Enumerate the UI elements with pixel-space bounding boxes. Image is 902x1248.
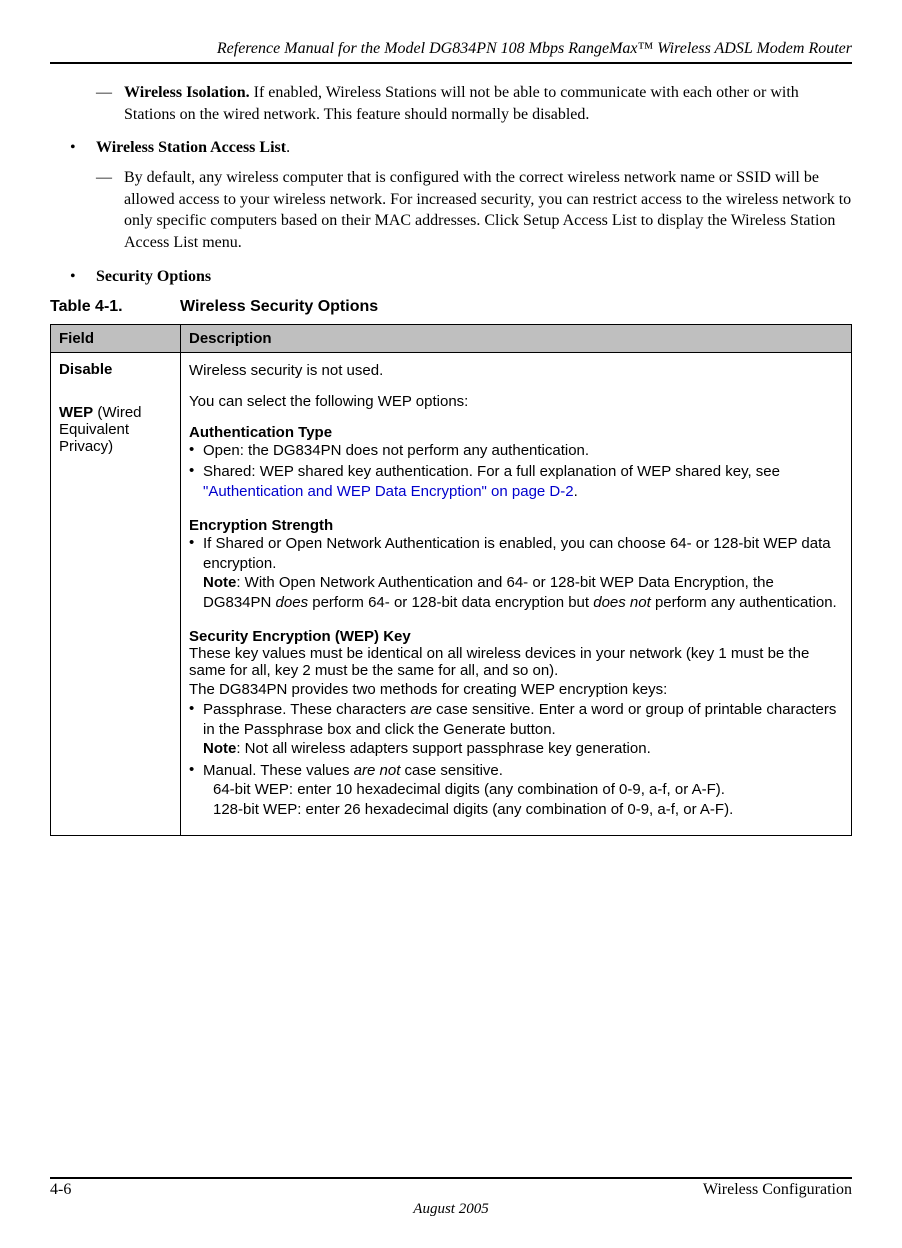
footer-line: 4-6 Wireless Configuration <box>50 1181 852 1199</box>
dot-marker: • <box>189 441 203 461</box>
table-number: Table 4-1. <box>50 298 180 316</box>
field-cell: Disable WEP (Wired Equivalent Privacy) <box>51 352 181 836</box>
table-row: Disable WEP (Wired Equivalent Privacy) W… <box>51 352 852 836</box>
enc-bullet: • If Shared or Open Network Authenticati… <box>189 534 843 612</box>
table-header-description: Description <box>181 324 852 352</box>
bullet-marker: • <box>70 139 96 157</box>
footer-rule <box>50 1177 852 1179</box>
key-man-arenot: are not <box>354 762 401 779</box>
table-title: Wireless Security Options <box>180 298 378 315</box>
desc-disable: Wireless security is not used. <box>189 361 843 381</box>
list-item-access-list: • Wireless Station Access List. <box>70 139 852 157</box>
table-caption: Table 4-1.Wireless Security Options <box>50 298 852 316</box>
dot-marker: • <box>189 534 203 612</box>
dot-marker: • <box>189 700 203 759</box>
footer-page-number: 4-6 <box>50 1181 71 1199</box>
key-pass-note-label: Note <box>203 740 236 757</box>
list-item-access-list-desc: — By default, any wireless computer that… <box>96 167 852 253</box>
wireless-isolation-text: Wireless Isolation. If enabled, Wireless… <box>124 82 852 125</box>
field-wep: WEP (Wired Equivalent Privacy) <box>59 404 172 455</box>
footer-section: Wireless Configuration <box>703 1181 852 1199</box>
key-man-bullet: • Manual. These values are not case sens… <box>189 761 843 820</box>
page-footer: 4-6 Wireless Configuration August 2005 <box>50 1177 852 1218</box>
enc-note-label: Note <box>203 574 236 591</box>
access-list-heading: Wireless Station Access List. <box>96 139 290 157</box>
enc-note-does: does <box>276 594 309 611</box>
access-list-period: . <box>286 139 290 156</box>
table-header-field: Field <box>51 324 181 352</box>
list-item-wireless-isolation: — Wireless Isolation. If enabled, Wirele… <box>96 82 852 125</box>
enc-text: If Shared or Open Network Authentication… <box>203 534 843 612</box>
auth-open-text: Open: the DG834PN does not perform any a… <box>203 441 843 461</box>
key-intro1: These key values must be identical on al… <box>189 645 843 679</box>
list-item-security-options: • Security Options <box>70 268 852 286</box>
key-man-64: 64-bit WEP: enter 10 hexadecimal digits … <box>213 780 843 800</box>
enc-note-doesnot: does not <box>593 594 651 611</box>
enc-main: If Shared or Open Network Authentication… <box>203 535 831 572</box>
bullet-marker: • <box>70 268 96 286</box>
footer-date: August 2005 <box>50 1201 852 1218</box>
auth-shared-link[interactable]: "Authentication and WEP Data Encryption"… <box>203 483 574 500</box>
enc-heading: Encryption Strength <box>189 517 843 534</box>
access-list-desc: By default, any wireless computer that i… <box>124 167 852 253</box>
dash-marker: — <box>96 167 124 253</box>
dot-marker: • <box>189 462 203 501</box>
access-list-label: Wireless Station Access List <box>96 139 286 156</box>
security-options-label: Security Options <box>96 268 211 286</box>
table-header-row: Field Description <box>51 324 852 352</box>
key-intro2: The DG834PN provides two methods for cre… <box>189 681 843 698</box>
key-pass-note: : Not all wireless adapters support pass… <box>236 740 650 757</box>
key-man-text: Manual. These values are not case sensit… <box>203 761 843 820</box>
auth-shared-post: . <box>574 483 578 500</box>
header-rule <box>50 62 852 64</box>
auth-shared-pre: Shared: WEP shared key authentication. F… <box>203 463 780 480</box>
key-pass-are: are <box>410 701 432 718</box>
wireless-isolation-label: Wireless Isolation. <box>124 84 250 101</box>
field-disable: Disable <box>59 361 172 378</box>
key-man-a: Manual. These values <box>203 762 354 779</box>
dash-marker: — <box>96 82 124 125</box>
page-content: — Wireless Isolation. If enabled, Wirele… <box>50 82 852 836</box>
key-pass-a: Passphrase. These characters <box>203 701 410 718</box>
field-wep-bold: WEP <box>59 404 93 421</box>
auth-heading: Authentication Type <box>189 424 843 441</box>
running-header: Reference Manual for the Model DG834PN 1… <box>50 40 852 58</box>
auth-open-bullet: • Open: the DG834PN does not perform any… <box>189 441 843 461</box>
enc-note-c: perform any authentication. <box>651 594 837 611</box>
desc-wep-intro: You can select the following WEP options… <box>189 392 843 412</box>
key-pass-text: Passphrase. These characters are case se… <box>203 700 843 759</box>
key-pass-bullet: • Passphrase. These characters are case … <box>189 700 843 759</box>
key-man-b: case sensitive. <box>400 762 503 779</box>
auth-shared-text: Shared: WEP shared key authentication. F… <box>203 462 843 501</box>
enc-note-b: perform 64- or 128-bit data encryption b… <box>308 594 593 611</box>
key-heading: Security Encryption (WEP) Key <box>189 628 843 645</box>
dot-marker: • <box>189 761 203 820</box>
key-man-128: 128-bit WEP: enter 26 hexadecimal digits… <box>213 800 843 820</box>
auth-shared-bullet: • Shared: WEP shared key authentication.… <box>189 462 843 501</box>
security-options-table: Field Description Disable WEP (Wired Equ… <box>50 324 852 837</box>
description-cell: Wireless security is not used. You can s… <box>181 352 852 836</box>
